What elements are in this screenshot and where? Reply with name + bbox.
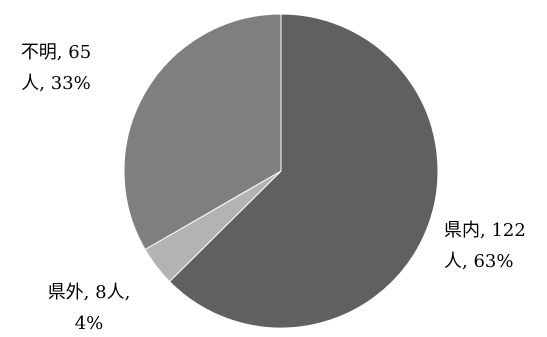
pie-slices [123,13,439,329]
pie-data-label-3: 不明, 65 人, 33% [21,42,91,94]
pie-data-label-line: 県内, 122 [444,220,526,241]
pie-data-label-line: 4% [75,313,104,333]
pie-slice-3 [123,13,282,251]
pie-data-label-line: 県外, 8人, [48,282,131,303]
pie-slice-1 [168,13,439,329]
pie-data-label-line: 不明, 65 [21,42,91,63]
pie-data-label-1: 県内, 122 人, 63% [444,220,526,272]
pie-labels: 県内, 122 人, 63% 県外, 8人, 4% 不明, 65 人, 33% [21,42,526,334]
pie-data-label-2: 県外, 8人, 4% [48,282,131,333]
pie-data-label-line: 人, 63% [444,251,513,272]
pie-data-label-line: 人, 33% [21,73,90,94]
